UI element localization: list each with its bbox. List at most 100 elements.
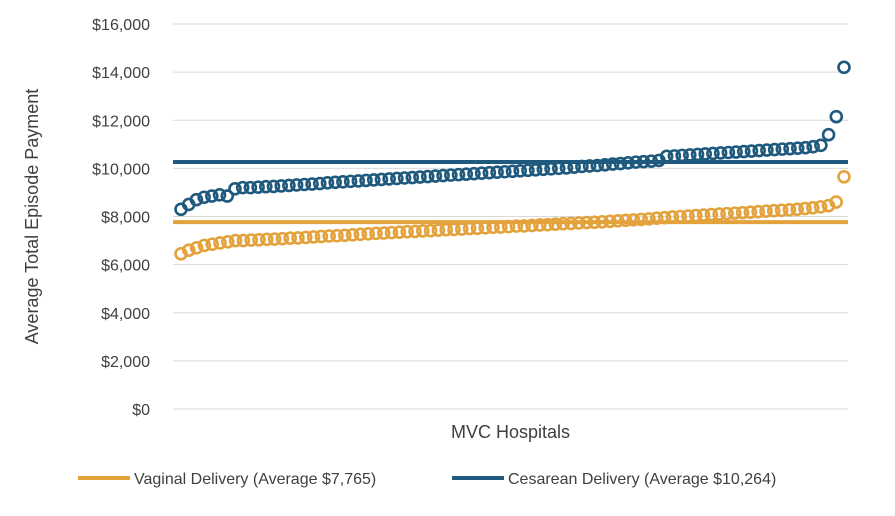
data-point-vaginal: [626, 213, 641, 227]
data-point-cesarean: [521, 163, 535, 178]
data-point-vaginal: [805, 201, 820, 215]
data-point-vaginal: [525, 218, 539, 233]
data-point-vaginal: [782, 202, 797, 217]
legend-item-cesarean: Cesarean Delivery (Average $10,264): [452, 471, 776, 488]
data-point-vaginal: [392, 225, 407, 239]
data-point-vaginal: [291, 231, 305, 245]
data-point-cesarean: [590, 158, 605, 173]
data-point-vaginal: [493, 220, 508, 234]
data-point-vaginal: [454, 222, 469, 236]
data-point-cesarean: [790, 141, 805, 155]
legend-item-vaginal: Vaginal Delivery (Average $7,765): [78, 471, 376, 488]
data-point-cesarean: [228, 182, 242, 196]
data-point-vaginal: [306, 230, 321, 244]
data-point-cesarean: [567, 160, 581, 174]
data-point-vaginal: [478, 221, 493, 235]
data-point-vaginal: [603, 214, 617, 229]
data-point-cesarean: [474, 166, 489, 180]
data-point-vaginal: [649, 211, 664, 225]
data-points: [174, 60, 851, 261]
data-point-cesarean: [374, 172, 389, 187]
data-point-vaginal: [221, 234, 235, 249]
y-tick-label: $14,000: [92, 65, 150, 82]
data-point-cesarean: [212, 188, 227, 202]
data-point-cesarean: [351, 174, 366, 188]
data-point-cesarean: [629, 155, 643, 169]
data-point-cesarean: [814, 138, 828, 153]
data-point-vaginal: [369, 226, 383, 241]
data-point-cesarean: [459, 167, 474, 181]
data-point-cesarean: [513, 163, 528, 178]
data-point-cesarean: [644, 154, 659, 168]
data-point-vaginal: [259, 232, 274, 247]
data-point-cesarean: [382, 172, 396, 186]
data-point-cesarean: [598, 157, 612, 172]
data-point-vaginal: [400, 224, 415, 239]
data-point-cesarean: [189, 192, 204, 207]
data-point-cesarean: [266, 179, 281, 194]
data-point-cesarean: [760, 143, 774, 157]
data-point-cesarean: [436, 168, 450, 183]
data-point-cesarean: [444, 168, 458, 182]
data-point-vaginal: [314, 229, 329, 244]
data-point-cesarean: [690, 147, 705, 162]
data-point-cesarean: [551, 161, 566, 176]
data-point-cesarean: [767, 142, 782, 157]
y-tick-label: $0: [132, 402, 150, 419]
data-point-vaginal: [766, 203, 781, 218]
data-point-vaginal: [696, 208, 711, 222]
data-point-vaginal: [587, 215, 602, 230]
data-point-vaginal: [252, 233, 266, 247]
data-point-cesarean: [775, 142, 790, 156]
data-point-cesarean: [613, 156, 628, 171]
data-point-cesarean: [783, 141, 797, 156]
data-point-vaginal: [408, 224, 422, 239]
data-point-vaginal: [236, 233, 251, 248]
data-point-cesarean: [482, 165, 497, 180]
data-point-vaginal: [213, 236, 227, 250]
data-point-cesarean: [713, 146, 728, 160]
data-point-vaginal: [384, 225, 399, 240]
data-point-cesarean: [320, 176, 335, 190]
data-point-vaginal: [267, 232, 282, 246]
legend: Vaginal Delivery (Average $7,765) Cesarea…: [78, 471, 776, 488]
data-point-cesarean: [197, 190, 211, 205]
data-point-cesarean: [582, 159, 597, 173]
data-point-vaginal: [275, 231, 290, 246]
data-point-cesarean: [243, 180, 258, 195]
y-tick-label: $4,000: [101, 306, 150, 323]
data-point-cesarean: [721, 145, 736, 160]
data-point-vaginal: [532, 218, 547, 232]
data-point-cesarean: [420, 169, 435, 184]
data-point-cesarean: [359, 173, 373, 188]
data-point-cesarean: [575, 159, 589, 174]
data-point-cesarean: [505, 164, 520, 179]
data-point-vaginal: [353, 227, 368, 242]
data-point-vaginal: [361, 227, 376, 241]
data-point-vaginal: [509, 219, 524, 233]
data-point-vaginal: [540, 217, 555, 232]
data-point-vaginal: [759, 204, 773, 219]
data-point-vaginal: [743, 205, 758, 219]
y-tick-label: $10,000: [92, 161, 150, 178]
data-point-cesarean: [405, 170, 420, 185]
data-point-vaginal: [337, 228, 352, 243]
y-tick-label: $6,000: [101, 258, 150, 275]
data-point-vaginal: [431, 223, 446, 238]
data-point-cesarean: [343, 174, 358, 189]
data-point-vaginal: [182, 243, 196, 257]
data-point-cesarean: [829, 109, 844, 124]
data-point-vaginal: [244, 233, 258, 247]
data-point-vaginal: [720, 206, 734, 221]
data-point-vaginal: [688, 208, 703, 223]
data-point-cesarean: [497, 164, 512, 179]
data-point-vaginal: [548, 217, 563, 231]
data-point-cesarean: [559, 161, 574, 175]
y-tick-label: $12,000: [92, 113, 150, 130]
data-point-cesarean: [806, 139, 820, 154]
data-point-cesarean: [390, 171, 404, 186]
data-point-cesarean: [736, 144, 751, 159]
x-axis-title: MVC Hospitals: [451, 422, 570, 442]
data-point-vaginal: [798, 201, 812, 216]
